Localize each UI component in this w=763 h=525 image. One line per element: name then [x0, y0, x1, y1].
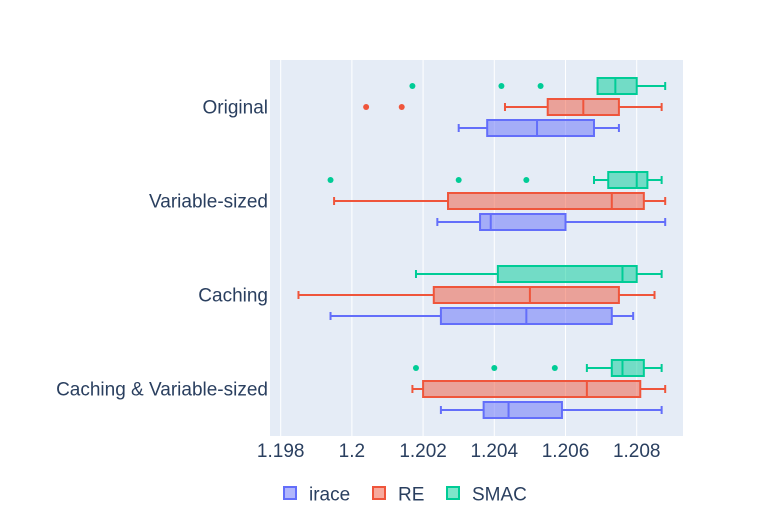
- x-tick-label: 1.198: [257, 441, 305, 462]
- outlier-point: [537, 83, 544, 89]
- outlier-point: [551, 365, 558, 371]
- iqr-box: [496, 265, 638, 283]
- plot-background: [270, 60, 683, 436]
- outlier-point: [523, 177, 530, 183]
- iqr-box: [432, 286, 620, 304]
- outlier-point: [491, 365, 498, 371]
- iqr-box: [486, 119, 595, 137]
- box-re: [297, 286, 656, 304]
- box-re: [333, 192, 667, 210]
- y-category-label: Caching & Variable-sized: [56, 380, 268, 401]
- box-irace: [329, 307, 635, 325]
- outlier-point: [498, 83, 505, 89]
- x-tick-label: 1.2: [339, 441, 365, 462]
- box-irace: [457, 119, 620, 137]
- y-axis-categories: Original Variable-sized Caching Caching & V…: [56, 98, 268, 401]
- legend-item-irace: irace: [283, 485, 350, 506]
- x-tick-label: 1.204: [471, 441, 519, 462]
- y-category-label: Caching: [198, 286, 268, 307]
- iqr-box: [422, 380, 642, 398]
- legend-item-re: RE: [372, 485, 424, 506]
- outlier-point: [412, 365, 419, 371]
- outlier-point: [455, 177, 462, 183]
- box-smac: [409, 77, 667, 95]
- box-irace: [436, 213, 667, 231]
- iqr-box: [607, 171, 649, 189]
- x-tick-label: 1.202: [399, 441, 447, 462]
- legend: irace RE SMAC: [283, 485, 527, 506]
- legend-label: irace: [309, 485, 350, 506]
- legend-label: SMAC: [472, 485, 527, 506]
- iqr-box: [596, 77, 638, 95]
- x-axis-ticks: 1.198 1.2 1.202 1.204 1.206 1.208: [257, 441, 661, 462]
- box-re: [411, 380, 667, 398]
- legend-swatch: [283, 486, 297, 500]
- outlier-point: [398, 104, 405, 110]
- iqr-box: [482, 401, 563, 419]
- iqr-box: [447, 192, 645, 210]
- outlier-point: [409, 83, 416, 89]
- box-irace: [439, 401, 663, 419]
- iqr-box: [610, 359, 645, 377]
- outlier-point: [363, 104, 370, 110]
- legend-item-smac: SMAC: [446, 485, 527, 506]
- y-category-label: Original: [203, 98, 268, 119]
- x-tick-label: 1.208: [613, 441, 661, 462]
- x-tick-label: 1.206: [542, 441, 590, 462]
- legend-label: RE: [398, 485, 424, 506]
- box-plot-area: [297, 77, 667, 419]
- box-smac: [414, 265, 663, 283]
- outlier-point: [327, 177, 334, 183]
- box-re: [363, 98, 663, 116]
- iqr-box: [479, 213, 567, 231]
- legend-swatch: [446, 486, 460, 500]
- y-category-label: Variable-sized: [149, 192, 268, 213]
- legend-swatch: [372, 486, 386, 500]
- box-smac: [412, 359, 663, 377]
- box-smac: [327, 171, 663, 189]
